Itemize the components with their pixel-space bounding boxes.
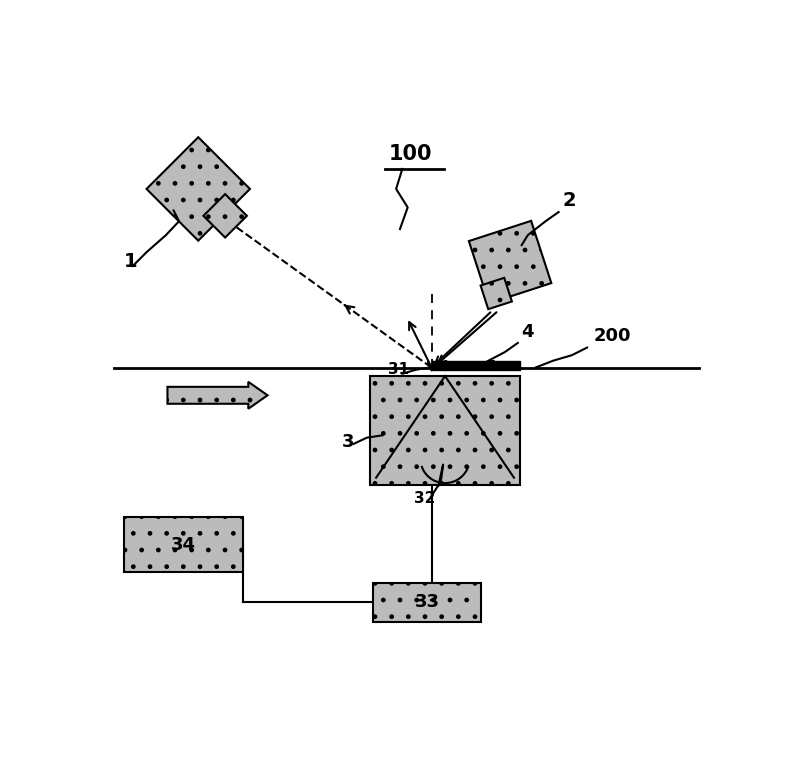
Polygon shape	[146, 137, 250, 241]
Polygon shape	[481, 278, 512, 309]
Text: 1: 1	[123, 253, 137, 271]
Text: 100: 100	[389, 144, 432, 164]
Bar	[370, 376, 520, 486]
Polygon shape	[167, 381, 267, 409]
Text: 4: 4	[522, 322, 534, 341]
Polygon shape	[203, 194, 247, 237]
Text: 2: 2	[562, 191, 576, 210]
Bar	[123, 517, 243, 572]
Text: 31: 31	[389, 362, 410, 377]
Text: 200: 200	[594, 327, 630, 345]
Text: 33: 33	[414, 594, 439, 611]
Bar	[431, 361, 520, 369]
Bar	[373, 583, 481, 622]
Polygon shape	[469, 221, 551, 303]
Text: 34: 34	[170, 535, 196, 554]
Text: 3: 3	[342, 433, 354, 451]
Text: 32: 32	[414, 491, 435, 506]
